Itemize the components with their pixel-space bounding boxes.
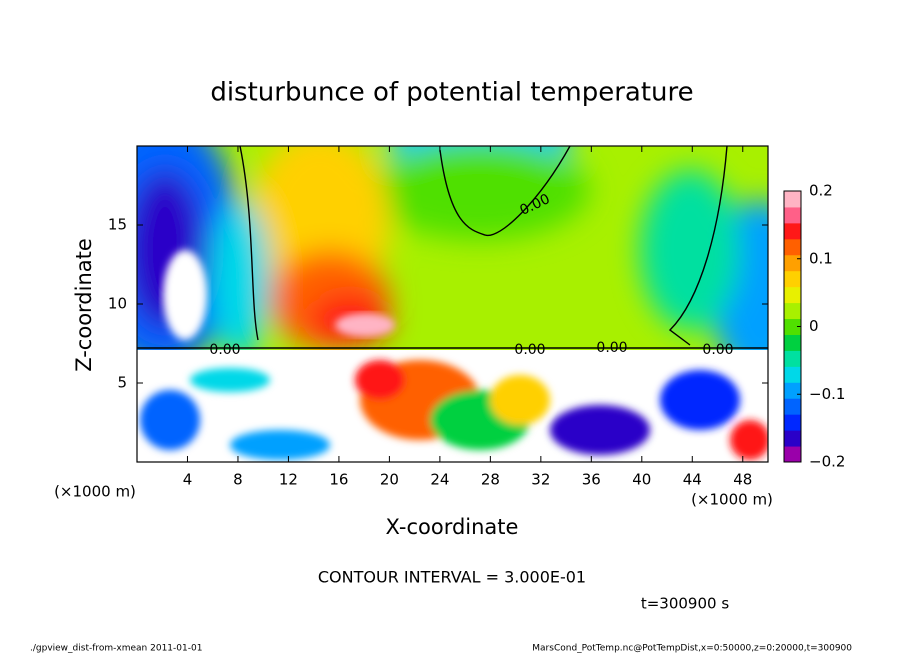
colorbar-tick-label: 0.1 (809, 249, 833, 267)
contour-label: 0.00 (596, 340, 627, 356)
field-lower-blobs (140, 360, 768, 460)
contour-field (137, 146, 768, 462)
x-tick-label: 32 (531, 471, 550, 489)
contour-label: 0.00 (514, 342, 545, 358)
field-blob (163, 250, 207, 340)
x-tick-label: 40 (632, 471, 651, 489)
colorbar-band (784, 414, 801, 431)
contour-interval: CONTOUR INTERVAL = 3.000E-01 (318, 568, 586, 587)
colorbar-band (784, 286, 801, 304)
colorbar-tick-label: −0.1 (809, 385, 845, 403)
x-tick-label: 44 (683, 471, 702, 489)
x-axis-label: X-coordinate (386, 515, 519, 539)
colorbar-band (784, 350, 801, 367)
y-tick-label: 10 (108, 295, 127, 313)
field-blob (335, 313, 395, 337)
colorbar-band (784, 270, 801, 288)
colorbar-tick-label: 0 (809, 317, 819, 335)
colorbar-band (784, 366, 801, 383)
chart-title: disturbunce of potential temperature (210, 78, 693, 108)
x-tick-label: 28 (481, 471, 500, 489)
contour-label: 0.00 (702, 342, 733, 358)
colorbar-band (784, 446, 801, 463)
x-unit: (×1000 m) (691, 491, 773, 509)
colorbar-tick-label: −0.2 (809, 453, 845, 471)
colorbar-band (784, 318, 801, 335)
colorbar-tick-label: 0.2 (809, 182, 833, 200)
contour-label: 0.00 (209, 342, 240, 358)
x-tick-label: 36 (582, 471, 601, 489)
colorbar-band (784, 238, 801, 256)
y-tick-label: 15 (108, 216, 127, 234)
colorbar-band (784, 430, 801, 447)
footer-left: ./gpview_dist-from-xmean 2011-01-01 (30, 644, 202, 654)
x-tick-label: 8 (233, 471, 243, 489)
time-label: t=300900 s (641, 595, 729, 613)
x-tick-label: 20 (380, 471, 399, 489)
colorbar-band (784, 222, 801, 240)
field-upper (137, 146, 768, 380)
x-unit: (×1000 m) (54, 483, 136, 501)
colorbar-band (784, 302, 801, 320)
y-tick-label: 5 (117, 374, 127, 392)
x-tick-label: 24 (430, 471, 449, 489)
colorbar-band (784, 334, 801, 351)
x-tick-label: 12 (279, 471, 298, 489)
x-tick-label: 48 (733, 471, 752, 489)
colorbar-band (784, 382, 801, 399)
y-axis-label: Z-coordinate (72, 238, 96, 372)
x-tick-label: 16 (329, 471, 348, 489)
colorbar-band (784, 206, 801, 224)
colorbar-band (784, 398, 801, 415)
colorbar-band (784, 191, 801, 208)
x-tick-label: 4 (183, 471, 193, 489)
colorbar-band (784, 254, 801, 272)
footer-right: MarsCond_PotTemp.nc@PotTempDist,x=0:5000… (532, 644, 852, 654)
zero-contour (137, 146, 768, 349)
